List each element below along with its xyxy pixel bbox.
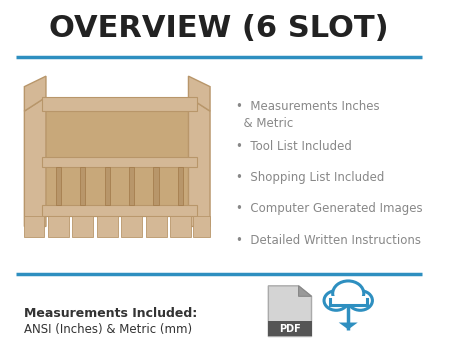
Text: •  Shopping List Included: • Shopping List Included [235,171,383,184]
Polygon shape [268,321,311,337]
Polygon shape [188,76,210,111]
Polygon shape [192,216,210,237]
Polygon shape [338,323,357,329]
Polygon shape [329,296,366,305]
Polygon shape [188,97,210,226]
Polygon shape [24,97,46,226]
Polygon shape [48,216,68,237]
Text: •  Detailed Written Instructions: • Detailed Written Instructions [235,234,420,247]
Polygon shape [170,216,190,237]
Circle shape [347,291,372,310]
Polygon shape [145,216,166,237]
Polygon shape [24,216,44,237]
Polygon shape [129,167,134,206]
Polygon shape [178,167,183,206]
Circle shape [323,291,347,310]
Polygon shape [121,216,142,237]
Polygon shape [42,111,196,216]
Polygon shape [96,216,118,237]
Polygon shape [42,206,196,216]
Polygon shape [153,167,158,206]
Polygon shape [80,167,85,206]
Text: ANSI (Inches) & Metric (mm): ANSI (Inches) & Metric (mm) [24,323,192,336]
Text: Measurements Included:: Measurements Included: [24,307,197,320]
Polygon shape [56,167,61,206]
Text: •  Computer Generated Images: • Computer Generated Images [235,202,422,215]
Polygon shape [42,157,196,167]
Text: •  Tool List Included: • Tool List Included [235,140,351,153]
Text: OVERVIEW (6 SLOT): OVERVIEW (6 SLOT) [49,15,388,43]
Polygon shape [42,97,196,111]
Polygon shape [24,76,46,111]
Polygon shape [298,286,311,296]
Polygon shape [268,286,311,337]
Polygon shape [72,216,93,237]
Text: •  Measurements Inches
  & Metric: • Measurements Inches & Metric [235,100,379,130]
Text: PDF: PDF [279,324,300,334]
Polygon shape [104,167,110,206]
Circle shape [332,281,363,306]
